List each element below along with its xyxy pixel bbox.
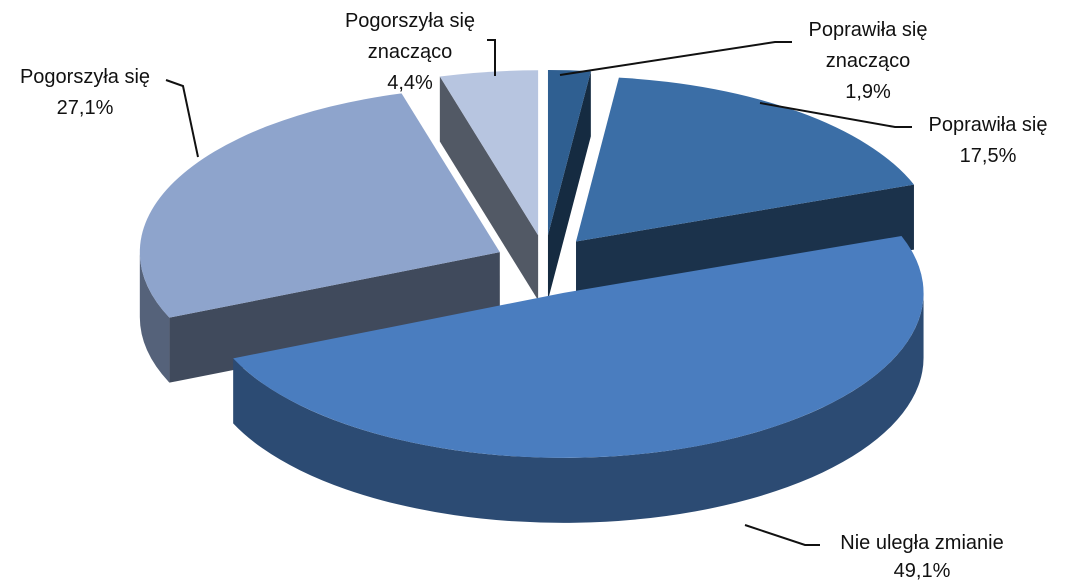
- slice-label: Pogorszyła się znacząco: [344, 10, 476, 63]
- leader-line: [559, 41, 792, 76]
- slice-edge: [233, 292, 924, 523]
- leader-line: [744, 524, 820, 546]
- slices: [139, 70, 924, 523]
- slice: [233, 235, 924, 458]
- slice-edge: [139, 252, 170, 383]
- value-label: 27,1%: [56, 97, 114, 119]
- value-label: 4,4%: [387, 72, 433, 94]
- slice: [547, 70, 591, 236]
- value-label: 1,9%: [845, 81, 891, 103]
- slice: [139, 93, 500, 318]
- slice-side: [439, 76, 539, 301]
- slice-label: Poprawiła się: [928, 114, 1048, 136]
- slice-side: [576, 184, 914, 307]
- value-label: 49,1%: [893, 560, 951, 582]
- leader-line: [165, 79, 199, 158]
- slice: [576, 77, 914, 242]
- slice: [439, 70, 539, 236]
- value-label: 17,5%: [959, 145, 1017, 167]
- leader-line: [487, 39, 496, 76]
- slice-label: Pogorszyła się: [19, 66, 151, 88]
- slice-label: Poprawiła się znacząco: [808, 19, 928, 72]
- slice-label: Nie uległa zmianie: [840, 532, 1004, 554]
- slice-side: [547, 71, 591, 301]
- leader-line: [759, 102, 912, 128]
- slice-side: [169, 252, 500, 383]
